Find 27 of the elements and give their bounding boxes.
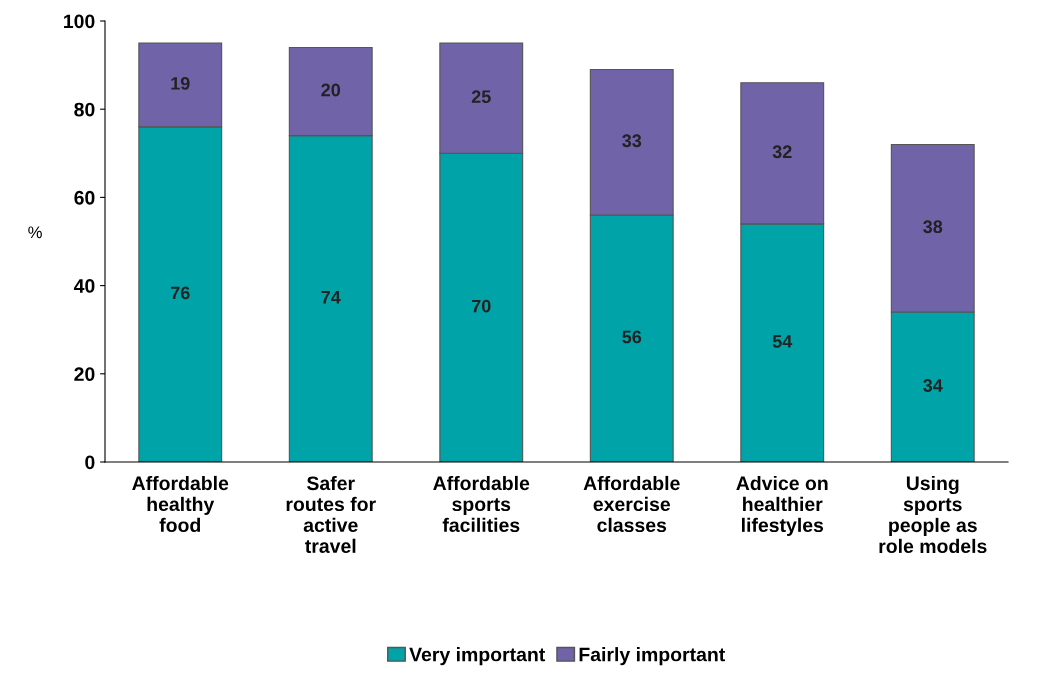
data-label: 38 bbox=[923, 220, 943, 234]
data-label: 20 bbox=[321, 83, 341, 97]
y-tick-label: 80 bbox=[74, 102, 95, 117]
legend-label: Fairly important bbox=[579, 647, 726, 666]
x-tick-label: Advice on healthier lifestyles bbox=[736, 475, 828, 536]
data-label: 19 bbox=[171, 77, 190, 90]
y-tick-label: 20 bbox=[74, 367, 95, 382]
data-label: 74 bbox=[321, 291, 341, 304]
data-label: 70 bbox=[471, 299, 491, 313]
data-label: 34 bbox=[923, 379, 943, 392]
x-tick-label: Affordable sports facilities bbox=[433, 475, 530, 533]
x-tick-label: Safer routes for active travel bbox=[286, 475, 376, 553]
data-label: 76 bbox=[170, 286, 190, 300]
data-label: 56 bbox=[622, 330, 642, 344]
x-tick-label: Affordable exercise classes bbox=[583, 475, 680, 533]
legend-label: Very important bbox=[409, 647, 546, 666]
x-tick-label: Affordable healthy food bbox=[132, 475, 229, 533]
y-tick-label: 60 bbox=[74, 190, 95, 205]
y-tick-label: 0 bbox=[85, 455, 95, 470]
y-tick-label: 100 bbox=[64, 14, 95, 29]
data-label: 32 bbox=[772, 145, 792, 159]
y-axis-title: % bbox=[28, 226, 42, 239]
data-label: 33 bbox=[622, 134, 642, 148]
y-tick-label: 40 bbox=[73, 279, 95, 293]
data-label: 25 bbox=[471, 90, 491, 104]
x-tick-label: Using sports people as role models bbox=[879, 475, 987, 554]
data-label: 54 bbox=[772, 335, 793, 348]
